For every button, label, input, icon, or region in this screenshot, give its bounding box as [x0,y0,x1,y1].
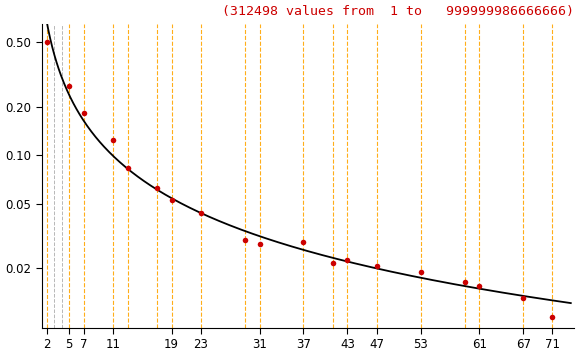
Point [79,110,88,116]
Point [474,283,484,289]
Point [548,314,557,320]
Point [519,295,528,301]
Point [196,210,205,216]
Point [372,263,381,269]
Point [255,242,264,247]
Text: (312498 values from  1 to   999999986666666): (312498 values from 1 to 999999986666666… [223,5,574,18]
Point [240,237,249,242]
Point [460,279,469,285]
Point [167,197,176,203]
Point [343,257,352,263]
Point [64,83,74,89]
Point [328,260,338,266]
Point [108,137,118,142]
Point [42,40,52,45]
Point [153,185,162,191]
Point [416,269,425,275]
Point [123,165,132,171]
Point [299,239,308,245]
